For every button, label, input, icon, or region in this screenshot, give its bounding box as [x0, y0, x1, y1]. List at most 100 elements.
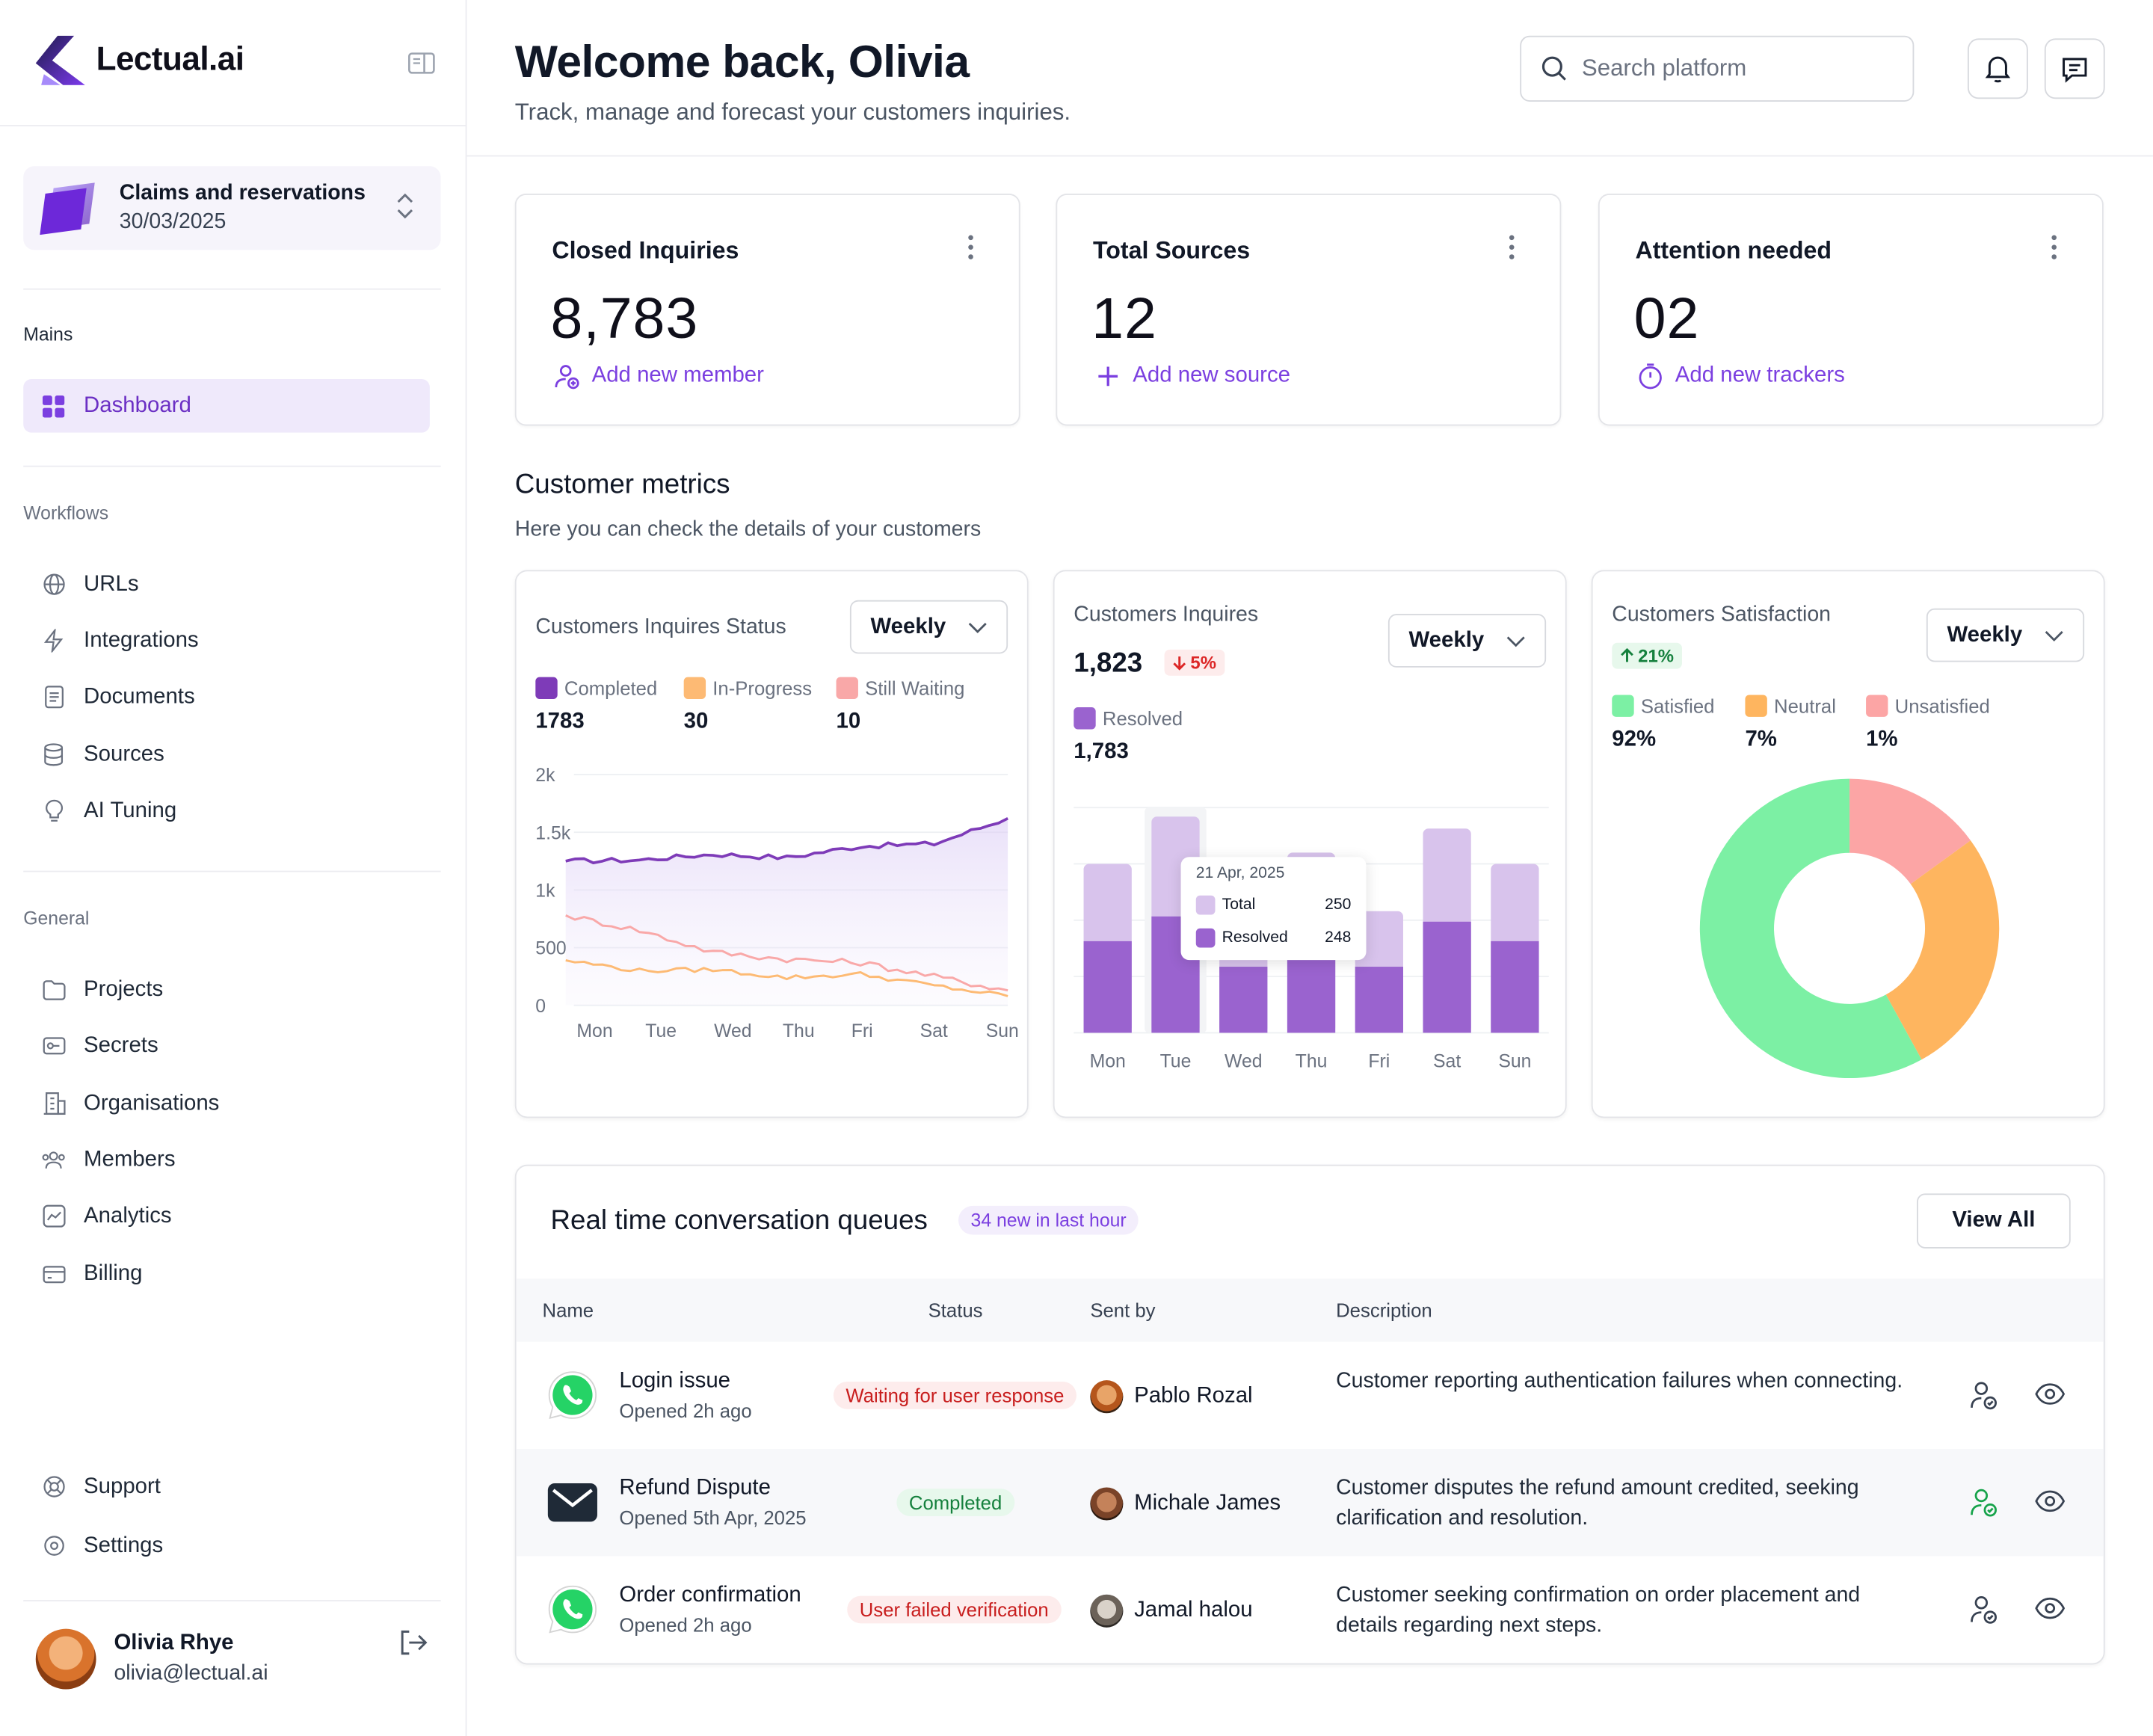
- kebab-menu-icon[interactable]: [1508, 233, 1516, 261]
- sidebar-item-sources[interactable]: Sources: [23, 728, 430, 782]
- assign-user-icon[interactable]: [1969, 1595, 1999, 1625]
- add-member-link[interactable]: Add new member: [553, 363, 764, 390]
- search-input[interactable]: [1581, 55, 1884, 83]
- sidebar-item-dashboard[interactable]: Dashboard: [23, 379, 430, 433]
- stopwatch-icon: [1639, 363, 1662, 390]
- column-header-description[interactable]: Description: [1336, 1299, 1432, 1322]
- lectual-logo-icon: [35, 35, 85, 85]
- legend-label: Neutral: [1774, 695, 1836, 717]
- column-header-status[interactable]: Status: [928, 1299, 983, 1322]
- stat-link-label: Add new source: [1133, 363, 1291, 388]
- legend-item-neutral: Neutral: [1745, 695, 1836, 717]
- mail-icon: [547, 1483, 597, 1522]
- sidebar-item-settings[interactable]: Settings: [23, 1519, 430, 1573]
- period-dropdown[interactable]: Weekly: [1926, 608, 2085, 662]
- conversation-description: Customer reporting authentication failur…: [1336, 1369, 1903, 1393]
- kebab-menu-icon[interactable]: [967, 233, 975, 261]
- globe-icon: [43, 573, 64, 595]
- sidebar-item-integrations[interactable]: Integrations: [23, 614, 430, 668]
- bar-tooltip: 21 Apr, 2025 Total 250 Resolved 248: [1180, 857, 1367, 961]
- sidebar-item-ai-tuning[interactable]: AI Tuning: [23, 784, 430, 838]
- y-tick-label: 1k: [535, 881, 555, 902]
- legend-value: 1%: [1866, 727, 1898, 751]
- tooltip-value: 248: [1325, 929, 1352, 947]
- divider: [23, 465, 441, 467]
- period-dropdown[interactable]: Weekly: [1387, 614, 1547, 668]
- table-row[interactable]: Refund Dispute Opened 5th Apr, 2025 Comp…: [516, 1449, 2104, 1557]
- bar-resolved: [1355, 967, 1403, 1033]
- inquiries-total: 1,823: [1074, 648, 1143, 679]
- eye-icon[interactable]: [2035, 1489, 2066, 1513]
- sidebar-item-analytics[interactable]: Analytics: [23, 1189, 430, 1243]
- bell-icon: [1985, 56, 2011, 83]
- header-divider: [466, 155, 2153, 157]
- sidebar-item-documents[interactable]: Documents: [23, 670, 430, 724]
- stat-link-label: Add new member: [591, 363, 764, 388]
- notifications-button[interactable]: [1967, 38, 2028, 99]
- plus-icon: [1098, 366, 1118, 387]
- sidebar-item-members[interactable]: Members: [23, 1133, 430, 1187]
- tooltip-swatch: [1195, 895, 1216, 915]
- tooltip-row-resolved: Resolved: [1195, 928, 1288, 948]
- x-tick-label: Thu: [783, 1021, 815, 1041]
- change-value: 21%: [1638, 645, 1674, 666]
- logout-icon[interactable]: [398, 1629, 428, 1657]
- users-icon: [42, 1151, 65, 1169]
- eye-icon[interactable]: [2035, 1382, 2066, 1406]
- add-source-link[interactable]: Add new source: [1094, 363, 1290, 390]
- assign-user-icon[interactable]: [1969, 1487, 1999, 1517]
- sidebar-item-secrets[interactable]: Secrets: [23, 1019, 430, 1073]
- eye-icon[interactable]: [2035, 1596, 2066, 1621]
- change-badge: 21%: [1612, 642, 1683, 669]
- legend-value: 7%: [1745, 727, 1777, 751]
- x-tick-label: Fri: [1368, 1051, 1390, 1071]
- period-dropdown[interactable]: Weekly: [849, 600, 1008, 654]
- x-tick-label: Mon: [576, 1021, 612, 1041]
- sidebar-item-projects[interactable]: Projects: [23, 963, 430, 1017]
- stat-value: 02: [1633, 286, 1700, 351]
- add-trackers-link[interactable]: Add new trackers: [1636, 363, 1845, 390]
- x-tick-label: Thu: [1296, 1051, 1328, 1071]
- sidebar-item-label: URLs: [84, 572, 139, 596]
- brand-name: Lectual.ai: [96, 41, 244, 79]
- table-row[interactable]: Login issue Opened 2h ago Waiting for us…: [517, 1342, 2104, 1449]
- assign-user-icon[interactable]: [1969, 1380, 1999, 1410]
- column-header-name[interactable]: Name: [542, 1299, 594, 1322]
- x-tick-label: Fri: [851, 1021, 873, 1041]
- x-tick-label: Tue: [1160, 1051, 1192, 1071]
- tooltip-label: Resolved: [1222, 929, 1288, 947]
- sender: Michale James: [1090, 1487, 1281, 1521]
- search-box: [1520, 35, 1915, 102]
- sender: Pablo Rozal: [1090, 1380, 1253, 1414]
- conversation-description: Customer seeking confirmation on order p…: [1336, 1583, 1861, 1637]
- metrics-title: Customer metrics: [514, 470, 730, 500]
- column-header-sent-by[interactable]: Sent by: [1090, 1299, 1156, 1322]
- conversation-opened: Opened 2h ago: [619, 1399, 752, 1422]
- sidebar-item-support[interactable]: Support: [23, 1460, 430, 1514]
- table-row[interactable]: Order confirmation Opened 2h ago User fa…: [517, 1556, 2104, 1663]
- divider: [0, 125, 467, 127]
- chevron-up-down-icon: [397, 193, 413, 219]
- legend-item-in-progress: In-Progress: [683, 677, 812, 700]
- sidebar-item-organisations[interactable]: Organisations: [23, 1077, 430, 1130]
- sidebar-item-label: Secrets: [84, 1033, 158, 1057]
- status-badge: Completed: [896, 1489, 1014, 1517]
- avatar[interactable]: [35, 1628, 96, 1690]
- kebab-menu-icon[interactable]: [2050, 233, 2058, 261]
- workspace-switcher[interactable]: Claims and reservations 30/03/2025: [23, 166, 441, 250]
- legend-label: Still Waiting: [865, 677, 965, 700]
- sender-name: Jamal halou: [1134, 1598, 1253, 1622]
- stat-value: 8,783: [550, 286, 699, 351]
- messages-button[interactable]: [2044, 38, 2105, 99]
- sidebar-item-urls[interactable]: URLs: [23, 558, 430, 612]
- change-value: 5%: [1190, 652, 1216, 674]
- inquiries-chart-card: Customers Inquires 1,823 5% Weekly Resol…: [1053, 570, 1567, 1118]
- brand-logo[interactable]: Lectual.ai: [33, 35, 244, 85]
- sidebar-item-billing[interactable]: Billing: [23, 1247, 430, 1301]
- dashboard-icon: [42, 395, 65, 417]
- sidebar-collapse-icon[interactable]: [407, 49, 437, 77]
- sidebar-item-label: Support: [84, 1474, 161, 1498]
- user-email: olivia@lectual.ai: [114, 1661, 268, 1685]
- view-all-button[interactable]: View All: [1917, 1193, 2071, 1249]
- sidebar-item-label: Dashboard: [84, 393, 191, 417]
